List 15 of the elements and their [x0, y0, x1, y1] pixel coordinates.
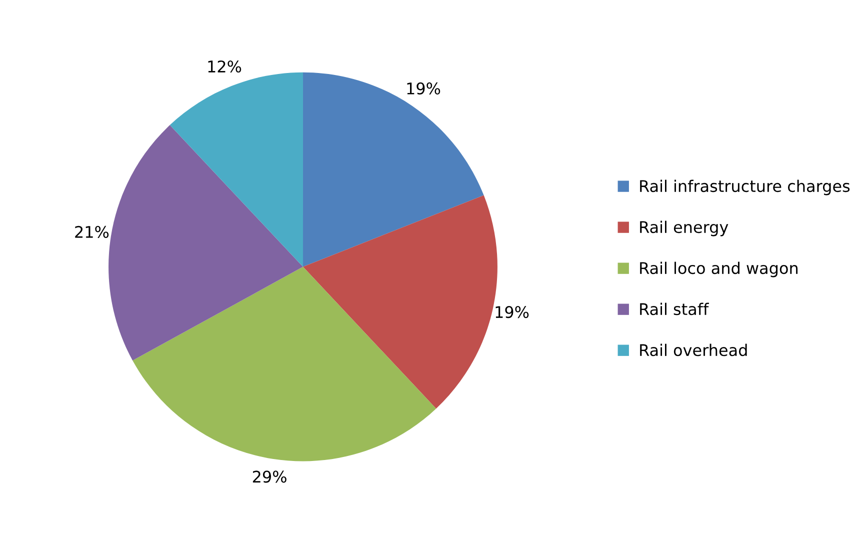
pie-slice	[108, 125, 303, 360]
data-label: 29%	[252, 470, 286, 483]
legend-label: Rail loco and wagon	[640, 262, 798, 278]
pie-slice	[302, 195, 498, 409]
pie-slice	[170, 72, 303, 267]
pie-slice	[302, 72, 484, 267]
legend-label: Rail staff	[640, 302, 709, 316]
data-label: 19%	[496, 306, 529, 318]
data-label: 12%	[208, 60, 242, 73]
data-label: 21%	[75, 226, 109, 238]
data-label: 19%	[407, 82, 440, 95]
pie-slice	[132, 266, 436, 462]
legend-label: Rail overhead	[640, 344, 747, 356]
legend-label: Rail energy	[640, 220, 728, 236]
legend-label: Rail infrastructure charges	[640, 180, 850, 196]
